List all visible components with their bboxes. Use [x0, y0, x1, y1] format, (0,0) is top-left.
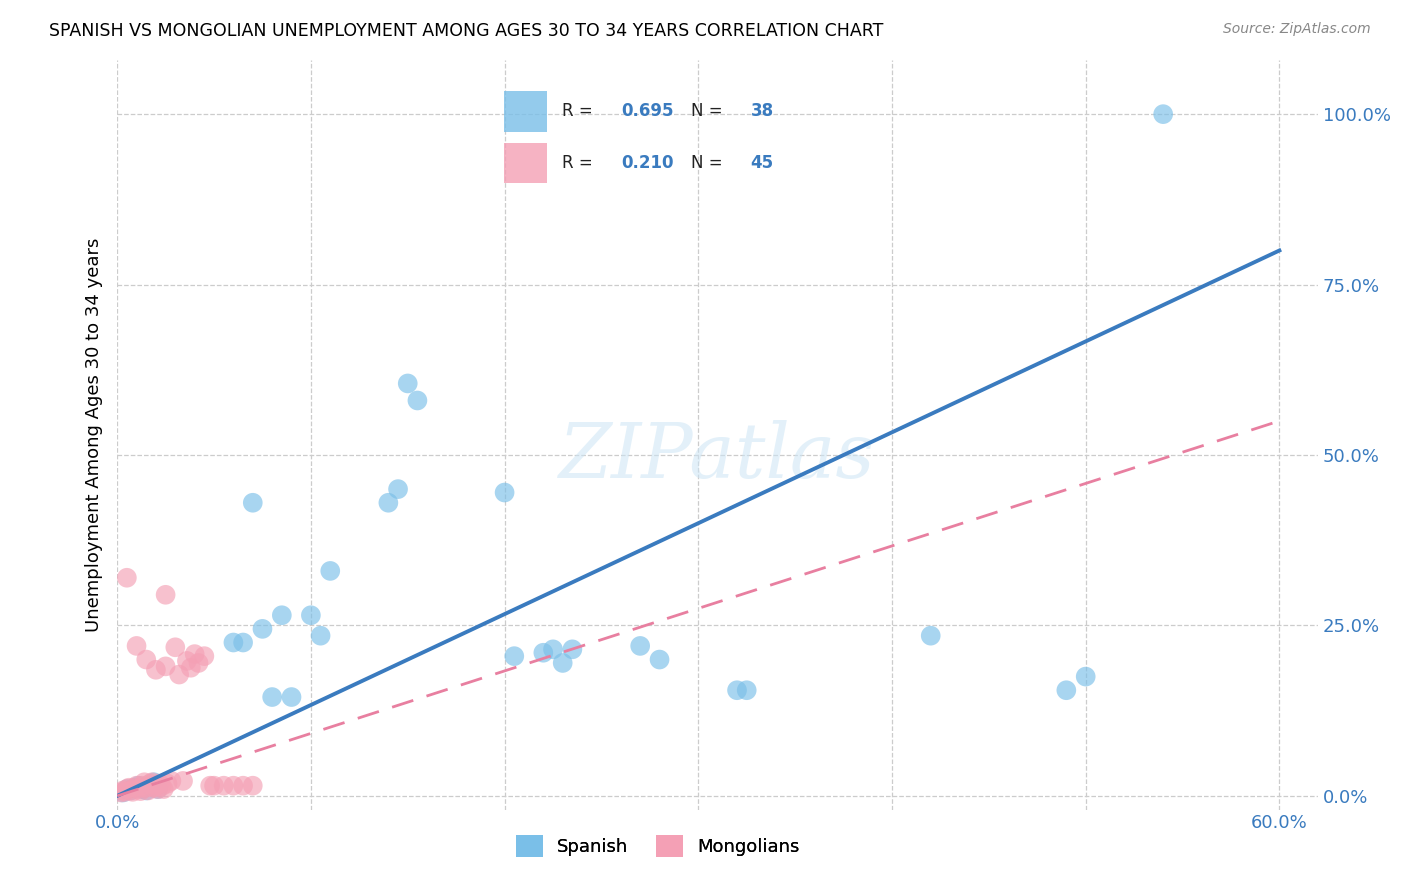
Point	[110, 785, 132, 799]
Point	[111, 783, 134, 797]
Legend: Spanish, Mongolians: Spanish, Mongolians	[509, 828, 807, 864]
Point	[377, 496, 399, 510]
Point	[725, 683, 748, 698]
Point	[193, 649, 215, 664]
Point	[128, 779, 150, 793]
Point	[198, 779, 221, 793]
Point	[541, 642, 564, 657]
Point	[735, 683, 758, 698]
Point	[115, 782, 138, 797]
Point	[242, 496, 264, 510]
Point	[124, 780, 146, 795]
Point	[503, 649, 526, 664]
Point	[118, 780, 141, 795]
Y-axis label: Unemployment Among Ages 30 to 34 years: Unemployment Among Ages 30 to 34 years	[86, 237, 103, 632]
Point	[212, 779, 235, 793]
Point	[152, 782, 174, 797]
Point	[280, 690, 302, 704]
Point	[145, 663, 167, 677]
Point	[387, 482, 409, 496]
Point	[187, 656, 209, 670]
Point	[270, 608, 292, 623]
Point	[120, 783, 142, 797]
Point	[242, 779, 264, 793]
Point	[232, 779, 254, 793]
Point	[531, 646, 554, 660]
Point	[146, 782, 169, 797]
Point	[1054, 683, 1077, 698]
Point	[160, 773, 183, 788]
Point	[309, 629, 332, 643]
Point	[146, 782, 169, 797]
Point	[124, 780, 146, 795]
Point	[129, 784, 152, 798]
Point	[143, 780, 166, 795]
Point	[128, 782, 150, 797]
Point	[167, 667, 190, 681]
Point	[136, 783, 159, 797]
Point	[139, 777, 162, 791]
Point	[406, 393, 429, 408]
Point	[121, 785, 143, 799]
Point	[114, 785, 136, 799]
Point	[125, 779, 148, 793]
Point	[145, 779, 167, 793]
Point	[551, 656, 574, 670]
Point	[628, 639, 651, 653]
Point	[131, 782, 153, 797]
Point	[183, 647, 205, 661]
Point	[494, 485, 516, 500]
Point	[561, 642, 583, 657]
Point	[180, 661, 202, 675]
Point	[252, 622, 274, 636]
Point	[262, 690, 284, 704]
Point	[135, 783, 157, 797]
Text: Source: ZipAtlas.com: Source: ZipAtlas.com	[1223, 22, 1371, 37]
Point	[1152, 107, 1174, 121]
Point	[111, 785, 134, 799]
Point	[156, 777, 179, 791]
Point	[150, 780, 173, 794]
Point	[120, 783, 142, 797]
Point	[920, 629, 942, 643]
Text: SPANISH VS MONGOLIAN UNEMPLOYMENT AMONG AGES 30 TO 34 YEARS CORRELATION CHART: SPANISH VS MONGOLIAN UNEMPLOYMENT AMONG …	[49, 22, 883, 40]
Point	[1074, 670, 1097, 684]
Point	[155, 659, 177, 673]
Point	[134, 775, 156, 789]
Point	[165, 640, 187, 655]
Point	[232, 635, 254, 649]
Point	[131, 779, 153, 793]
Point	[176, 654, 198, 668]
Point	[396, 376, 419, 391]
Point	[141, 775, 163, 789]
Point	[143, 775, 166, 789]
Point	[155, 588, 177, 602]
Text: ZIPatlas: ZIPatlas	[560, 420, 876, 494]
Point	[172, 773, 194, 788]
Point	[135, 652, 157, 666]
Point	[202, 779, 225, 793]
Point	[135, 780, 157, 795]
Point	[648, 652, 671, 666]
Point	[139, 779, 162, 793]
Point	[222, 635, 245, 649]
Point	[115, 571, 138, 585]
Point	[115, 782, 138, 797]
Point	[299, 608, 322, 623]
Point	[222, 779, 245, 793]
Point	[319, 564, 342, 578]
Point	[125, 639, 148, 653]
Point	[149, 777, 172, 791]
